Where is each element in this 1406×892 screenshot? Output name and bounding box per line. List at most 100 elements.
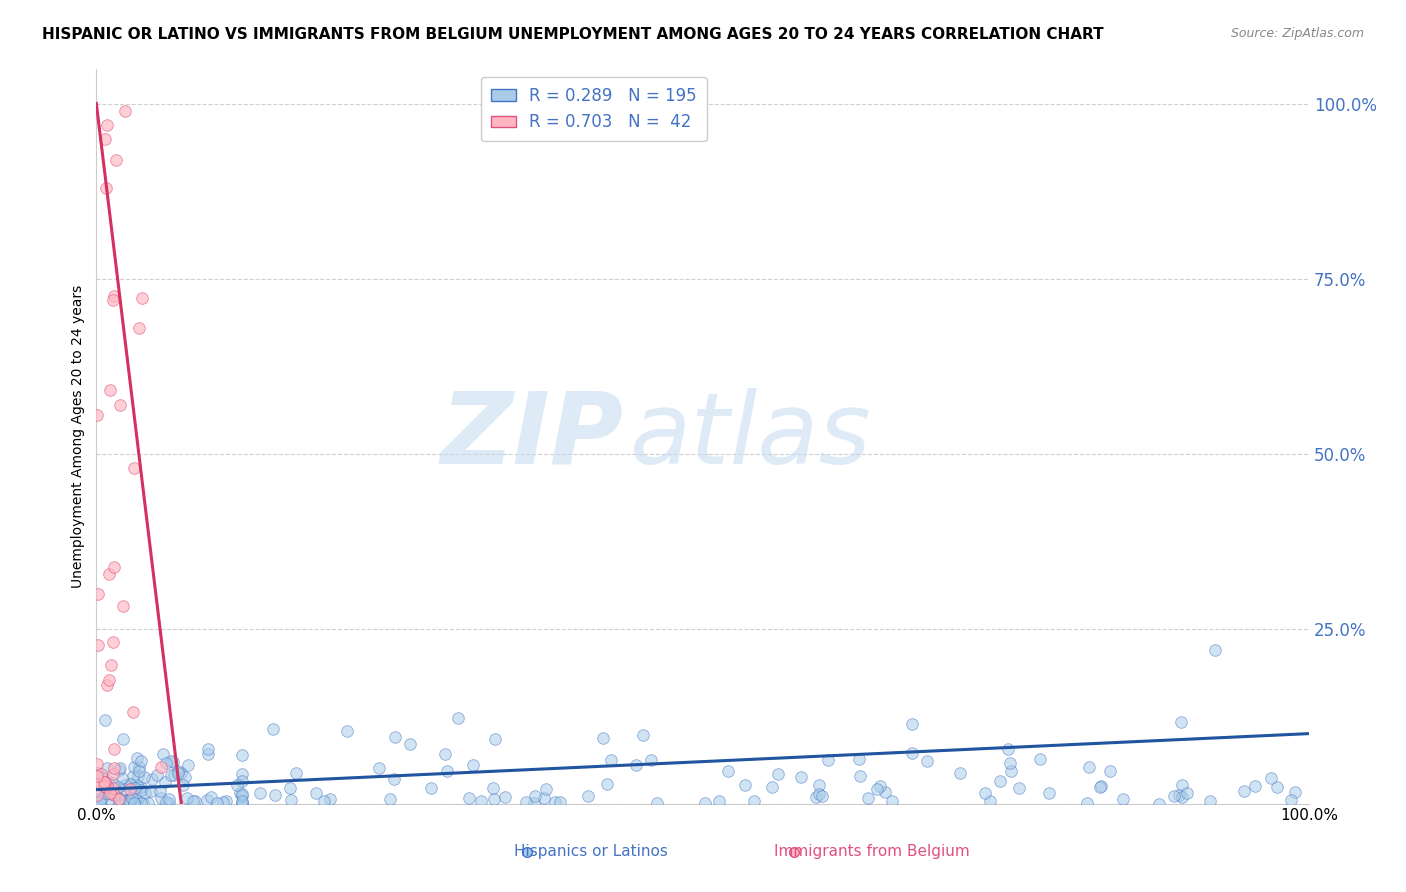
Point	[249, 786, 271, 800]
Point	[544, 796, 567, 810]
Point	[94, 780, 117, 795]
Point	[263, 788, 285, 802]
Point	[87, 766, 110, 780]
Point	[205, 796, 228, 810]
Point	[146, 768, 169, 782]
Point	[118, 793, 141, 807]
Text: Immigrants from Belgium: Immigrants from Belgium	[773, 845, 970, 859]
Point	[1233, 784, 1256, 798]
Point	[169, 765, 191, 780]
Point	[96, 118, 118, 132]
Point	[195, 793, 218, 807]
Point	[101, 776, 124, 790]
Point	[112, 793, 135, 807]
Point	[231, 787, 253, 801]
Point	[122, 769, 145, 783]
Point	[149, 784, 172, 798]
Point	[231, 747, 253, 762]
Point	[280, 792, 302, 806]
Point	[118, 793, 141, 807]
Point	[97, 774, 120, 789]
Point	[127, 778, 149, 792]
Point	[817, 753, 839, 767]
Point	[482, 780, 505, 795]
Point	[103, 788, 125, 802]
Point	[124, 780, 146, 795]
Point	[94, 783, 117, 797]
Point	[155, 756, 177, 771]
Point	[177, 758, 200, 772]
Point	[103, 761, 125, 775]
Point	[806, 789, 828, 804]
Point	[134, 770, 156, 784]
Point	[229, 786, 252, 800]
Point	[707, 794, 730, 808]
Point	[873, 784, 896, 798]
Point	[93, 779, 115, 793]
Point	[111, 731, 134, 746]
Point	[808, 787, 831, 801]
Point	[96, 780, 118, 794]
Point	[1098, 764, 1121, 778]
Point	[262, 722, 284, 736]
Point	[129, 780, 152, 795]
Point	[104, 153, 127, 167]
Point	[901, 717, 924, 731]
Point	[134, 786, 156, 800]
Point	[108, 763, 131, 777]
Point	[1284, 785, 1306, 799]
Text: HISPANIC OR LATINO VS IMMIGRANTS FROM BELGIUM UNEMPLOYMENT AMONG AGES 20 TO 24 Y: HISPANIC OR LATINO VS IMMIGRANTS FROM BE…	[42, 27, 1104, 42]
Point	[122, 760, 145, 774]
Point	[152, 747, 174, 761]
Point	[90, 767, 112, 781]
Point	[155, 796, 177, 810]
Point	[949, 765, 972, 780]
Point	[197, 747, 219, 761]
Point	[807, 778, 830, 792]
Point	[915, 754, 938, 768]
Point	[461, 758, 484, 772]
Point	[129, 782, 152, 797]
Point	[231, 797, 253, 811]
Point	[114, 778, 136, 792]
Point	[120, 777, 142, 791]
Point	[384, 730, 406, 744]
Point	[645, 796, 668, 810]
Point	[988, 773, 1011, 788]
Y-axis label: Unemployment Among Ages 20 to 24 years: Unemployment Among Ages 20 to 24 years	[72, 285, 86, 588]
Point	[128, 764, 150, 779]
Point	[858, 791, 880, 805]
Point	[1167, 789, 1189, 803]
Point	[231, 773, 253, 788]
Point	[100, 383, 122, 397]
Point	[107, 791, 129, 805]
Point	[1265, 780, 1288, 795]
Point	[1038, 786, 1060, 800]
Point	[1008, 780, 1031, 795]
Point	[114, 794, 136, 808]
Point	[160, 754, 183, 768]
Point	[335, 723, 357, 738]
Point	[434, 747, 457, 761]
Point	[734, 779, 756, 793]
Point	[114, 103, 136, 118]
Point	[200, 789, 222, 804]
Point	[1163, 789, 1185, 803]
Point	[848, 752, 870, 766]
Point	[1204, 642, 1226, 657]
Point	[600, 753, 623, 767]
Point	[212, 795, 235, 809]
Point	[624, 758, 647, 772]
Point	[1279, 793, 1302, 807]
Point	[107, 796, 129, 810]
Point	[86, 788, 108, 802]
Point	[111, 599, 134, 614]
Point	[89, 794, 111, 808]
Point	[717, 764, 740, 779]
Point	[101, 781, 124, 796]
Point	[90, 791, 112, 805]
Point	[91, 790, 114, 805]
Point	[181, 794, 204, 808]
Point	[176, 791, 198, 805]
Point	[172, 778, 194, 792]
